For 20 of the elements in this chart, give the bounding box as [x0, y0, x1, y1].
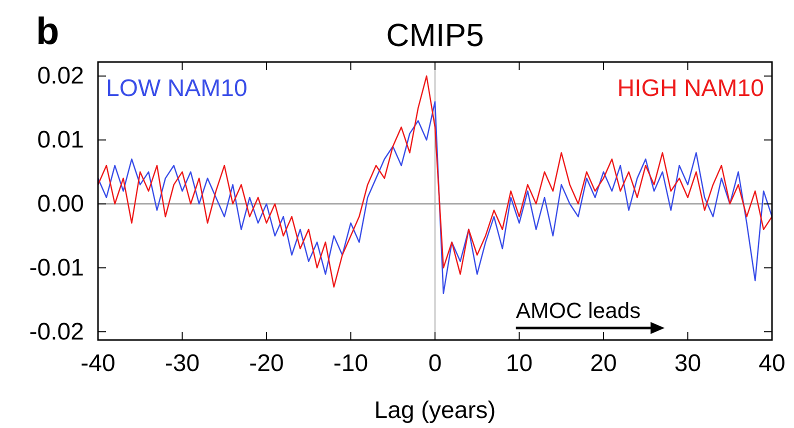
annotation: AMOC leads [516, 298, 641, 323]
x-tick-label: -20 [249, 350, 284, 378]
x-tick-label: 0 [428, 350, 442, 378]
x-tick-label: -40 [80, 350, 116, 378]
y-tick-label: 0.00 [37, 190, 84, 218]
y-tick-label: 0.02 [37, 62, 84, 90]
y-tick-label: -0.02 [29, 318, 84, 346]
chart-title: CMIP5 [386, 17, 484, 53]
x-axis-title: Lag (years) [374, 397, 496, 424]
text: LOW NAM10 [106, 75, 248, 102]
x-tick-label: -30 [164, 350, 200, 378]
text: b [36, 11, 60, 53]
text: HIGH NAM10 [617, 75, 764, 102]
x-tick-label: -10 [333, 350, 368, 378]
x-tick-label: 10 [506, 350, 533, 378]
y-tick-label: -0.01 [29, 254, 84, 282]
x-tick-label: 20 [590, 350, 617, 378]
x-tick-label: 30 [674, 350, 702, 378]
x-tick-label: 40 [758, 350, 786, 378]
y-tick-label: 0.01 [37, 126, 84, 154]
